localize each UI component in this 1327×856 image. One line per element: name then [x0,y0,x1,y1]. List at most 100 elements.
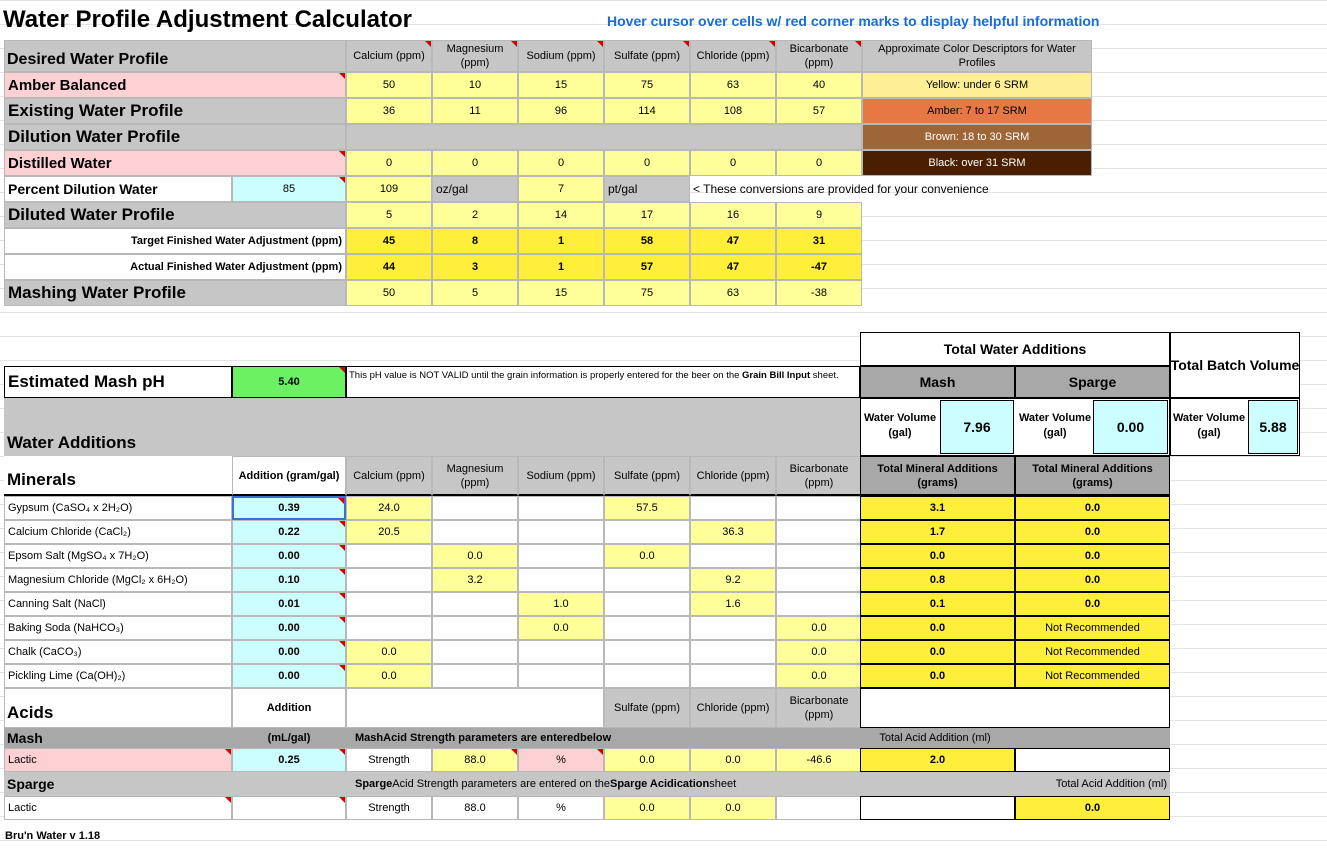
mineral-mash-total: 0.0 [860,544,1015,568]
ion-header-sodium[interactable]: Sodium (ppm) [518,40,604,72]
mineral-name: Calcium Chloride (CaCl₂) [4,520,232,544]
mineral-addition-input[interactable]: 0.22 [232,520,346,544]
target-calcium: 45 [346,228,432,254]
mineral-sparge-total: 0.0 [1015,544,1170,568]
mineral-sparge-total: 0.0 [1015,520,1170,544]
sparge-acid-select[interactable]: Lactic [4,796,232,820]
mash-acid-note: Mash Acid Strength parameters are entere… [355,732,612,744]
mineral-mash-total: 1.7 [860,520,1015,544]
dilution-bicarbonate: 0 [776,150,862,176]
dilution-profile-label: Dilution Water Profile [4,124,346,150]
mash-acid-strength-unit[interactable]: % [518,748,604,772]
desired-profile-select[interactable]: Amber Balanced [4,72,346,98]
mineral-name: Epsom Salt (MgSO₄ x 7H₂O) [4,544,232,568]
existing-sulfate: 114 [604,98,690,124]
mash-acid-total-label: Total Acid Addition (ml) [879,732,991,744]
mineral-header-chloride: Chloride (ppm) [690,456,776,496]
mineral-sparge-total: 0.0 [1015,592,1170,616]
ion-header-magnesium[interactable]: Magnesium (ppm) [432,40,518,72]
acids-label: Acids [7,703,54,722]
percent-dilution-input[interactable]: 85 [232,176,346,202]
conversion-oz-value: 109 [346,176,432,202]
existing-chloride: 108 [690,98,776,124]
mineral-addition-input[interactable]: 0.10 [232,568,346,592]
mineral-bicarbonate: 0.0 [776,664,862,688]
ion-header-sulfate[interactable]: Sulfate (ppm) [604,40,690,72]
mineral-addition-input[interactable]: 0.00 [232,616,346,640]
mineral-sparge-total: Not Recommended [1015,640,1170,664]
mash-acid-addition-input[interactable]: 0.25 [232,748,346,772]
mineral-sodium: 0.0 [518,616,604,640]
mineral-bicarbonate: 0.0 [776,616,862,640]
sparge-mineral-total-header: Total Mineral Additions (grams) [1015,456,1170,496]
mineral-bicarbonate: 0.0 [776,640,862,664]
desired-magnesium: 10 [432,72,518,98]
mineral-sulfate [604,616,690,640]
mineral-magnesium [432,520,518,544]
mineral-sparge-total: 0.0 [1015,568,1170,592]
ion-header-bicarbonate[interactable]: Bicarbonate (ppm) [776,40,862,72]
mineral-mash-total: 3.1 [860,496,1015,520]
target-sulfate: 58 [604,228,690,254]
mineral-header-sulfate: Sulfate (ppm) [604,456,690,496]
mineral-magnesium [432,496,518,520]
target-sodium: 1 [518,228,604,254]
estimated-ph-value[interactable]: 5.40 [232,366,346,398]
mineral-sparge-total: Not Recommended [1015,616,1170,640]
mineral-magnesium [432,592,518,616]
dilution-sulfate: 0 [604,150,690,176]
mineral-sodium [518,496,604,520]
mineral-chloride: 9.2 [690,568,776,592]
existing-magnesium: 11 [432,98,518,124]
mineral-addition-input[interactable]: 0.00 [232,544,346,568]
estimated-ph-label: Estimated Mash pH [4,366,232,398]
ion-header-calcium[interactable]: Calcium (ppm) [346,40,432,72]
mineral-addition-input[interactable]: 0.00 [232,640,346,664]
mineral-mash-total: 0.8 [860,568,1015,592]
actual-adjustment-label: Actual Finished Water Adjustment (ppm) [4,254,346,280]
mineral-calcium: 24.0 [346,496,432,520]
color-amber: Amber: 7 to 17 SRM [862,98,1092,124]
existing-bicarbonate: 57 [776,98,862,124]
ion-header-chloride[interactable]: Chloride (ppm) [690,40,776,72]
mineral-magnesium: 0.0 [432,544,518,568]
conversion-note: < These conversions are provided for you… [693,182,989,196]
conversion-pt-value: 7 [518,176,604,202]
mash-acid-sulfate: 0.0 [604,748,690,772]
batch-volume-label: Water Volume (gal) [1172,412,1246,439]
mash-mineral-total-header: Total Mineral Additions (grams) [860,456,1015,496]
mineral-chloride: 36.3 [690,520,776,544]
mineral-chloride [690,640,776,664]
water-additions-title: Water Additions [7,433,137,452]
mineral-sodium [518,544,604,568]
mineral-addition-input[interactable]: 0.39 [232,496,346,520]
mineral-header-calcium: Calcium (ppm) [346,456,432,496]
mineral-addition-input[interactable]: 0.01 [232,592,346,616]
mineral-mash-total: 0.0 [860,640,1015,664]
desired-sodium: 15 [518,72,604,98]
mash-acid-label: Mash [7,730,43,746]
dilution-calcium: 0 [346,150,432,176]
acid-total-header-spacer [860,688,1170,728]
sparge-acid-total: 0.0 [1015,796,1170,820]
actual-bicarbonate: -47 [776,254,862,280]
mineral-addition-input[interactable]: 0.00 [232,664,346,688]
mineral-bicarbonate [776,544,862,568]
mineral-name: Pickling Lime (Ca(OH)₂) [4,664,232,688]
conversion-oz-unit: oz/gal [432,176,518,202]
mash-acid-strength-input[interactable]: 88.0 [432,748,518,772]
mineral-bicarbonate [776,520,862,544]
mash-acid-select[interactable]: Lactic [4,748,232,772]
sparge-acid-addition-input[interactable] [232,796,346,820]
color-black: Black: over 31 SRM [862,150,1092,176]
mineral-bicarbonate [776,496,862,520]
target-magnesium: 8 [432,228,518,254]
mineral-sulfate [604,520,690,544]
diluted-sodium: 14 [518,202,604,228]
mineral-header-magnesium: Magnesium (ppm) [432,456,518,496]
mash-acid-unit: (mL/gal) [267,732,311,744]
acid-header-sulfate: Sulfate (ppm) [604,688,690,728]
ph-warning-note: This pH value is NOT VALID until the gra… [346,366,860,398]
dilution-water-select[interactable]: Distilled Water [4,150,346,176]
desired-profile-label: Desired Water Profile [7,51,169,68]
